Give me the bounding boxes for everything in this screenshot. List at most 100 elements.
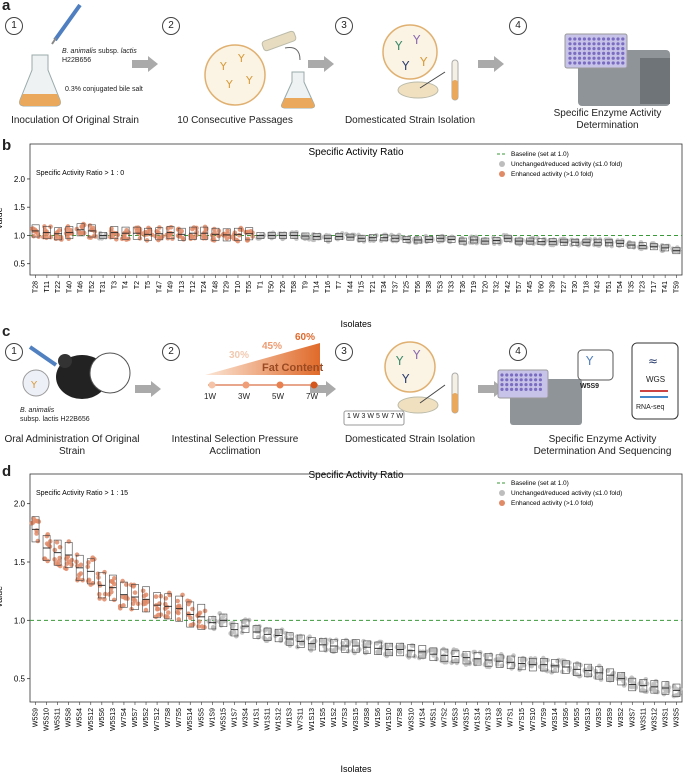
well	[568, 42, 572, 46]
x-tick-label: T26	[280, 281, 287, 293]
data-point	[587, 664, 593, 670]
data-point	[433, 648, 439, 654]
ratio-annotation: Specific Activity Ratio > 1 : 0	[36, 170, 124, 177]
x-tick-label: W1S10	[386, 708, 393, 731]
chip-3w: 3W	[361, 413, 376, 420]
well	[597, 37, 601, 41]
svg-text:Y: Y	[401, 59, 410, 73]
data-point	[574, 672, 580, 677]
data-point	[102, 569, 107, 575]
data-point	[628, 678, 633, 684]
x-tick-label: W3S3	[596, 708, 603, 727]
data-point	[232, 230, 238, 235]
data-point	[597, 663, 602, 669]
data-point	[388, 651, 394, 656]
x-tick-label: W1S13	[309, 708, 316, 731]
well	[592, 61, 596, 65]
data-point	[439, 658, 445, 664]
w5s9-label: W5S9	[580, 383, 600, 390]
data-point	[188, 233, 193, 238]
svg-text:Y: Y	[395, 354, 404, 368]
data-point	[642, 689, 648, 694]
step-c2-label: Intestinal Selection Pressure Acclimatio…	[171, 434, 299, 457]
fat-gradient-triangle	[205, 343, 320, 375]
step-a1-label: Inoculation Of Original Strain	[11, 115, 139, 126]
well	[597, 42, 601, 46]
data-point	[487, 659, 493, 664]
y-axis-label: Value	[0, 586, 4, 608]
x-tick-label: W1S6	[375, 708, 382, 727]
data-point	[499, 655, 504, 661]
well	[568, 56, 572, 60]
svg-text:Y: Y	[219, 60, 227, 73]
data-point	[64, 233, 70, 239]
plate-wells-c	[500, 373, 543, 391]
week-label-3w: 3W	[238, 392, 250, 401]
data-point	[676, 691, 682, 697]
x-tick-label: T25	[404, 281, 411, 293]
data-point	[514, 241, 520, 246]
rnaseq-label: RNA-seq	[636, 404, 665, 411]
x-tick-label: W7S3	[342, 708, 349, 727]
step-c1-label: Oral Administration Of Original Strain	[4, 434, 140, 457]
data-point	[111, 581, 117, 587]
data-point	[488, 652, 494, 658]
well	[611, 51, 615, 56]
step-c3-number: 3	[335, 343, 353, 361]
well	[578, 37, 582, 41]
data-point	[288, 632, 293, 637]
data-point	[411, 237, 417, 242]
strain-name-c: B. animalis subsp. lactis H22B656	[20, 406, 90, 424]
well	[582, 47, 587, 51]
data-point	[394, 238, 399, 244]
x-tick-label: T27	[561, 281, 568, 293]
y-tick-label: 2.0	[14, 175, 26, 184]
step-a4-number: 4	[509, 17, 527, 35]
fat-pct-30: 30%	[229, 350, 250, 361]
well	[500, 373, 504, 377]
data-point	[230, 620, 236, 626]
data-point	[586, 239, 592, 244]
well	[534, 387, 538, 391]
well	[606, 37, 611, 41]
x-tick-label: T28	[33, 281, 40, 293]
data-point	[256, 625, 261, 631]
data-point	[480, 237, 485, 243]
well	[514, 378, 519, 382]
data-point	[447, 239, 453, 245]
x-tick-label: W5S5	[198, 708, 205, 727]
data-point	[30, 226, 36, 231]
data-point	[64, 556, 69, 562]
well	[578, 61, 582, 65]
x-tick-label: T38	[426, 281, 433, 293]
x-tick-label: W7S2	[441, 708, 448, 727]
data-point	[166, 590, 172, 596]
data-point	[140, 588, 146, 594]
well	[534, 383, 538, 387]
data-point	[298, 640, 304, 646]
x-tick-label: W3S15	[353, 708, 360, 731]
data-point	[34, 531, 39, 536]
x-tick-label: W3S4	[242, 708, 249, 727]
mouse-icon	[56, 352, 131, 399]
data-point	[340, 640, 345, 646]
data-point	[655, 689, 660, 695]
x-tick-label: T21	[370, 281, 377, 293]
data-point	[621, 683, 627, 688]
y-tick-label: 1.0	[14, 616, 26, 625]
data-point	[168, 224, 174, 230]
well	[587, 47, 591, 51]
data-point	[217, 611, 223, 616]
week-dot	[310, 381, 318, 389]
data-point	[470, 240, 475, 246]
data-point	[89, 557, 95, 563]
well	[597, 47, 601, 51]
step-a4-label: Specific Enzyme Activity Determination	[553, 108, 662, 131]
data-point	[396, 648, 401, 654]
y-tick-label: 1.0	[14, 231, 26, 240]
panel-d-letter: d	[2, 463, 12, 480]
x-tick-label: T31	[100, 281, 107, 293]
data-point	[584, 670, 590, 676]
data-point	[597, 674, 602, 679]
data-point	[31, 516, 36, 521]
